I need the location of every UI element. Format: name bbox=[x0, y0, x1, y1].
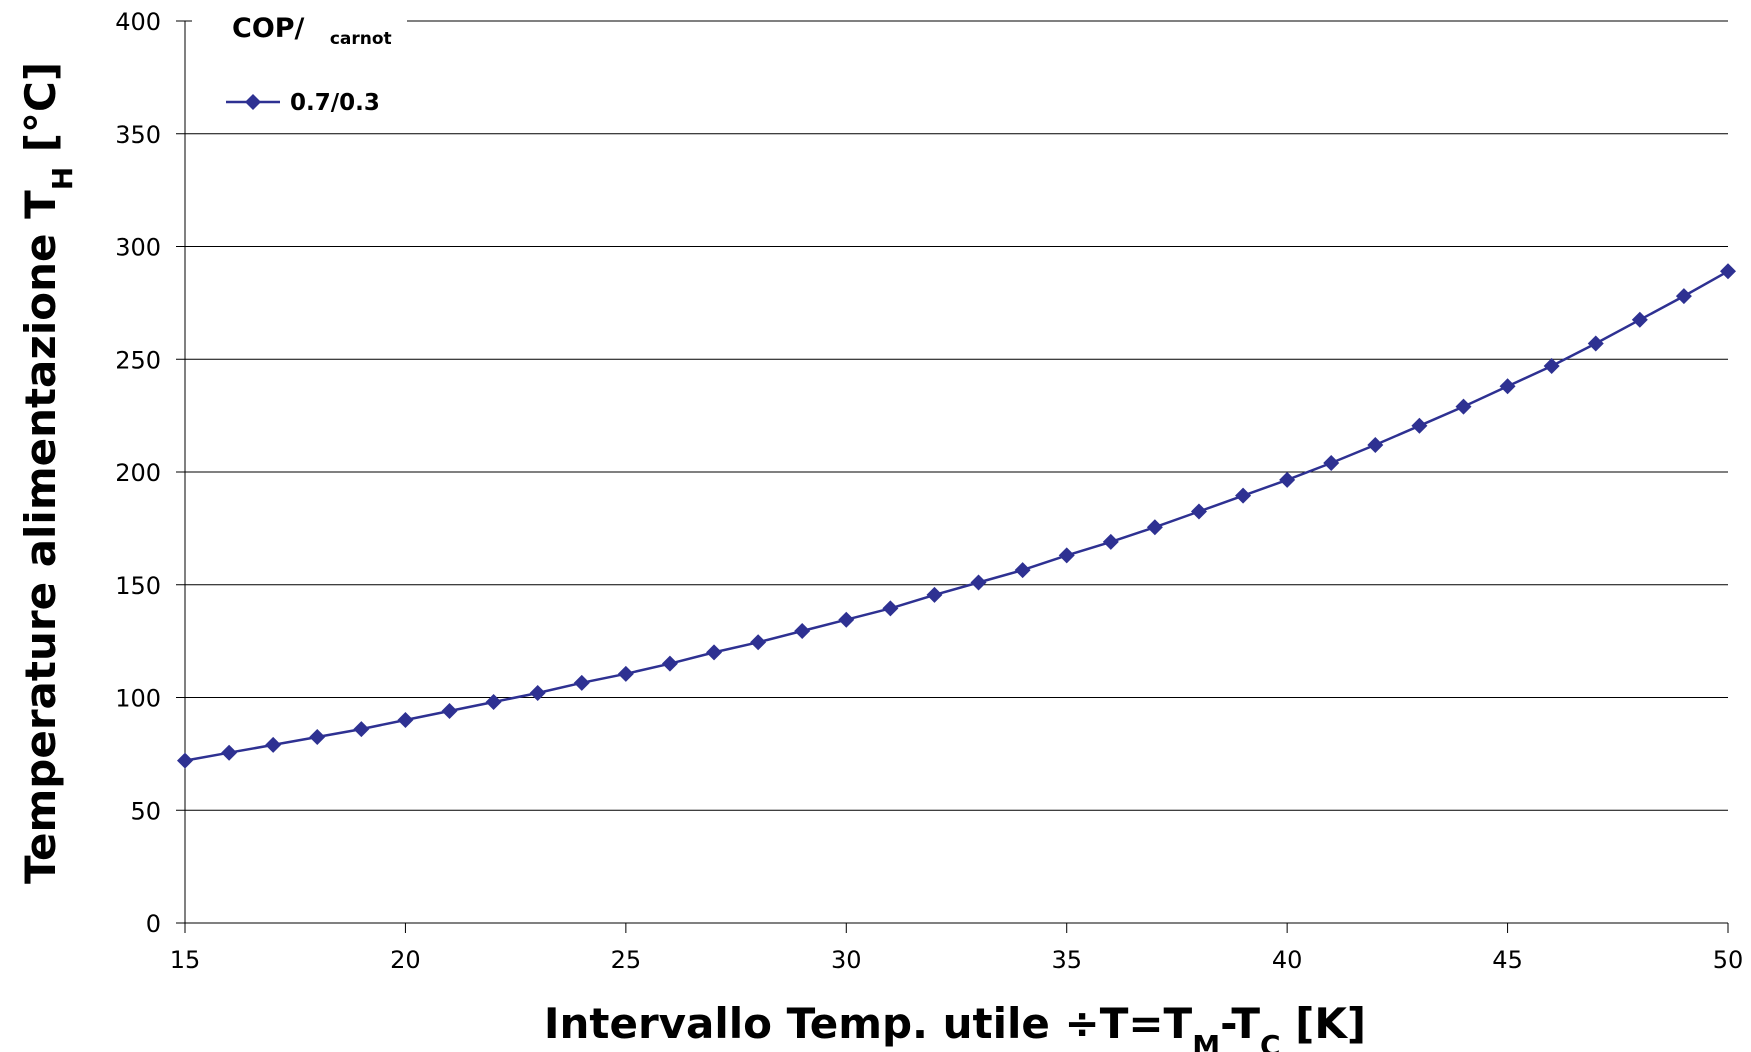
y-tick-label: 200 bbox=[115, 459, 161, 487]
gridlines bbox=[185, 20, 1728, 811]
data-point bbox=[1631, 311, 1648, 328]
y-tick-label: 50 bbox=[130, 797, 161, 825]
data-point bbox=[882, 600, 899, 617]
data-point bbox=[441, 703, 458, 720]
data-point bbox=[397, 712, 414, 729]
legend-entry-label: 0.7/0.3 bbox=[290, 90, 380, 116]
data-point bbox=[353, 721, 370, 738]
data-point bbox=[529, 684, 546, 701]
data-point bbox=[1720, 263, 1736, 280]
legend-title-main: COP/ bbox=[232, 13, 305, 44]
axis-title-subscript: M bbox=[1192, 1029, 1220, 1052]
x-tick-labels: 15 20 25 30 35 40 45 50 bbox=[170, 946, 1744, 974]
y-axis-title: Temperature alimentazione TH [°C] bbox=[16, 62, 79, 884]
axes bbox=[176, 20, 1729, 933]
axis-title-part: Intervallo Temp. utile bbox=[544, 999, 1065, 1048]
data-point bbox=[1675, 288, 1692, 305]
data-point bbox=[485, 694, 502, 711]
data-point bbox=[1323, 454, 1340, 471]
x-tick-label: 15 bbox=[170, 946, 201, 974]
data-point bbox=[177, 752, 193, 769]
data-point bbox=[838, 611, 855, 628]
data-point bbox=[1190, 503, 1207, 520]
data-point bbox=[794, 622, 811, 639]
data-point bbox=[1587, 335, 1604, 352]
data-point bbox=[1411, 417, 1428, 434]
y-tick-label: 350 bbox=[115, 121, 161, 149]
y-tick-label: 150 bbox=[115, 572, 161, 600]
data-point bbox=[750, 634, 767, 651]
axis-title-subscript: C bbox=[1260, 1029, 1281, 1052]
data-point bbox=[1146, 519, 1163, 536]
x-tick-label: 30 bbox=[831, 946, 862, 974]
axis-title-part: [°C] bbox=[16, 62, 65, 167]
data-point bbox=[309, 728, 326, 745]
y-tick-label: 400 bbox=[115, 8, 161, 36]
data-point bbox=[617, 665, 634, 682]
axis-title-part: -T bbox=[1220, 999, 1260, 1048]
legend-title: COP/ carnot bbox=[232, 13, 392, 49]
y-tick-label: 250 bbox=[115, 346, 161, 374]
data-point bbox=[1499, 378, 1516, 395]
data-point bbox=[1455, 398, 1472, 415]
legend-title-sub: carnot bbox=[330, 29, 392, 49]
data-point bbox=[661, 655, 678, 672]
data-point bbox=[706, 644, 723, 661]
data-point bbox=[1367, 436, 1384, 453]
x-tick-label: 35 bbox=[1051, 946, 1082, 974]
y-tick-labels: 0 50 100 150 200 250 300 350 400 bbox=[115, 8, 161, 938]
y-tick-label: 100 bbox=[115, 685, 161, 713]
x-tick-label: 25 bbox=[611, 946, 642, 974]
data-point bbox=[265, 736, 282, 753]
data-point bbox=[1279, 471, 1296, 488]
legend-box bbox=[192, 14, 407, 130]
x-tick-label: 40 bbox=[1272, 946, 1303, 974]
axis-title-part: [K] bbox=[1281, 999, 1367, 1048]
axis-title-part: ÷ bbox=[1065, 999, 1100, 1048]
data-point bbox=[1235, 487, 1252, 504]
x-tick-label: 20 bbox=[390, 946, 421, 974]
data-point bbox=[1058, 547, 1075, 564]
data-point bbox=[1102, 533, 1119, 550]
data-point bbox=[970, 574, 987, 591]
x-tick-label: 50 bbox=[1713, 946, 1744, 974]
legend-marker-diamond bbox=[245, 94, 261, 110]
data-point bbox=[573, 674, 590, 691]
axis-title-part: T=T bbox=[1100, 999, 1193, 1048]
axis-title-part: Temperature alimentazione T bbox=[16, 190, 65, 884]
data-point bbox=[1014, 562, 1031, 579]
x-tick-label: 45 bbox=[1492, 946, 1523, 974]
data-point bbox=[1543, 358, 1560, 375]
series-line bbox=[184, 270, 1729, 762]
data-point bbox=[221, 744, 238, 761]
legend: COP/ carnot 0.7/0.3 bbox=[192, 13, 407, 130]
y-tick-label: 0 bbox=[146, 910, 161, 938]
axis-title-subscript: H bbox=[46, 167, 79, 190]
series-layer bbox=[177, 263, 1736, 769]
data-point bbox=[926, 586, 943, 603]
x-axis-title: Intervallo Temp. utile ÷T=TM-TC [K] bbox=[544, 999, 1366, 1052]
y-tick-label: 300 bbox=[115, 234, 161, 262]
